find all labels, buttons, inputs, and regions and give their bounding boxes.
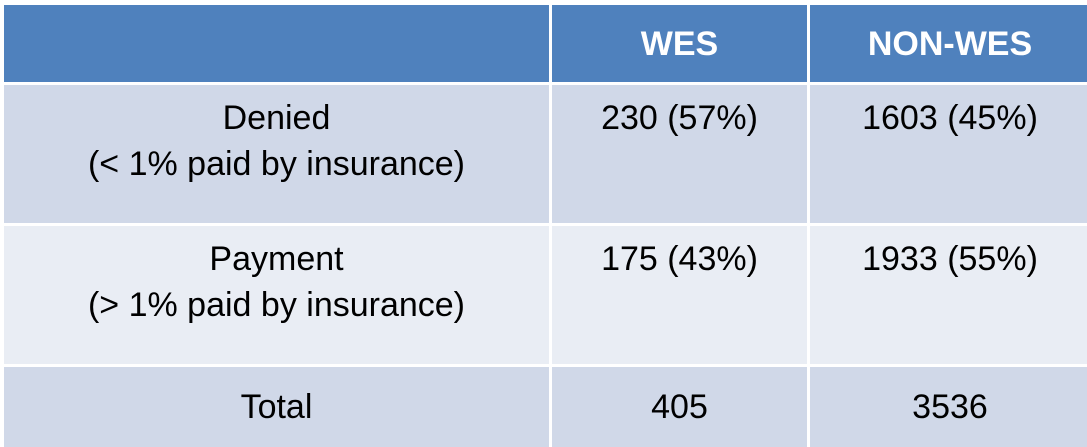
- row-label-total: Total: [4, 367, 549, 447]
- cell-payment-non-wes: 1933 (55%): [810, 226, 1087, 364]
- header-non-wes: NON-WES: [810, 5, 1087, 82]
- row-label-payment-title: Payment: [209, 240, 344, 278]
- row-label-denied-title: Denied: [222, 99, 331, 137]
- row-label-payment-note: (> 1% paid by insurance): [87, 286, 466, 324]
- cell-total-non-wes: 3536: [810, 367, 1087, 447]
- cell-denied-wes: 230 (57%): [552, 85, 807, 223]
- row-label-denied: Denied (< 1% paid by insurance): [4, 85, 549, 223]
- header-wes: WES: [552, 5, 807, 82]
- cell-payment-wes: 175 (43%): [552, 226, 807, 364]
- row-label-denied-note: (< 1% paid by insurance): [87, 145, 466, 183]
- header-corner-cell: [4, 5, 549, 82]
- cell-denied-non-wes: 1603 (45%): [810, 85, 1087, 223]
- row-label-payment: Payment (> 1% paid by insurance): [4, 226, 549, 364]
- cell-total-wes: 405: [552, 367, 807, 447]
- data-table: WES NON-WES Denied (< 1% paid by insuran…: [4, 5, 1087, 447]
